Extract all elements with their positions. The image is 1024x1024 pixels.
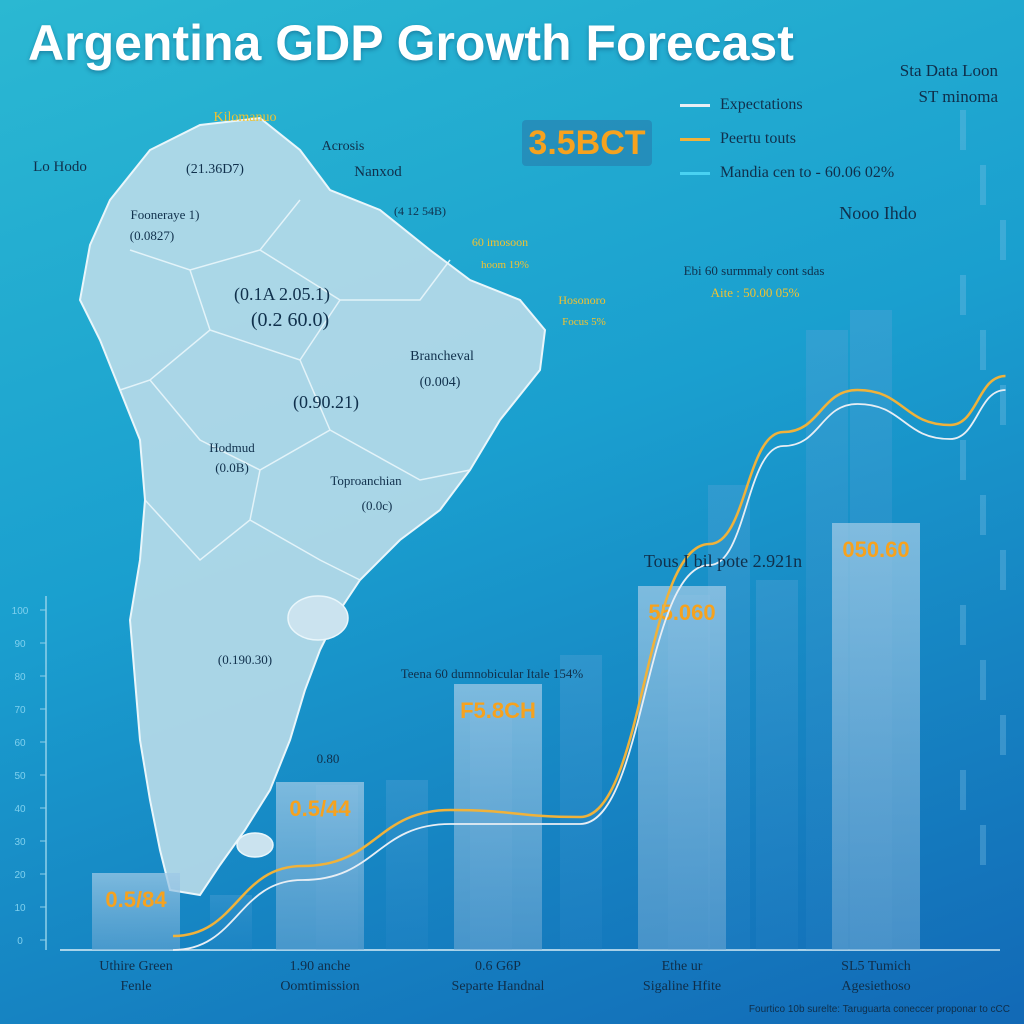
legend-item-mandia: Mandia cen to - 60.06 02% [680,156,920,190]
y-tick-label: 80 [14,672,26,683]
source-note: Sta Data Loon ST minoma [900,58,998,110]
map-label: Fooneraye 1) [131,207,200,222]
y-tick-label: 70 [14,705,26,716]
chart-annotation: Tous I bil pote 2.921n [644,551,802,571]
map-label: Hodmud [209,440,255,455]
headline-badge: 3.5BCT [522,120,652,166]
deco-mark [1000,550,1006,590]
map-label: (0.0B) [215,460,249,475]
background-column [756,580,798,950]
legend-item-peertu: Peertu touts [680,122,920,156]
deco-mark [1000,385,1006,425]
bar-3 [454,684,542,950]
map-label: (0.004) [420,375,461,390]
y-tick-label: 0 [17,936,23,947]
y-tick-label: 100 [12,606,29,617]
source-line-2: ST minoma [918,87,999,106]
map-label: hoom 19% [481,259,529,271]
background-column [560,655,602,950]
bar-value-label: 050.60 [842,537,909,562]
map-label: 60 imosoon [472,235,528,249]
deco-mark [1000,220,1006,260]
deco-mark [1000,715,1006,755]
bar-1 [92,873,180,950]
map-label: (0.2 60.0) [251,309,329,331]
legend-item-expectations: Expectations [680,88,920,122]
bar-4 [638,586,726,950]
map-label: (0.0c) [362,498,393,513]
legend-swatch [680,171,710,175]
background-column [386,780,428,950]
map-label: Acrosis [322,139,365,154]
legend-label: Expectations [720,96,803,113]
legend-label: Peertu touts [720,130,796,147]
deco-mark [980,495,986,535]
deco-mark [960,440,966,480]
deco-mark [960,770,966,810]
map-label: Hosonoro [558,293,605,307]
chart-annotation: Nooo Ihdo [839,203,917,223]
bar-value-label: 0.5/84 [105,887,167,912]
category-label: Uthire Green Fenle [99,959,172,994]
page-title: Argentina GDP Growth Forecast [28,15,794,71]
map-label: Toproanchian [330,473,402,488]
deco-mark [980,660,986,700]
legend-swatch [680,103,710,107]
map-label: (21.36D7) [186,162,244,177]
map-label: Kilomanuo [214,110,277,125]
y-tick-label: 10 [14,903,26,914]
deco-mark [960,110,966,150]
map-label: (0.190.30) [218,652,272,667]
deco-mark [960,275,966,315]
y-tick-label: 40 [14,804,26,815]
map-label: Nanxod [354,164,402,180]
map-label: (0.1A 2.05.1) [234,284,330,305]
bar-value-label: F5.8CH [460,698,536,723]
map-label: 0.80 [317,751,340,766]
map-label: (0.0827) [130,228,174,243]
source-line-1: Sta Data Loon [899,61,998,80]
chart-annotation: Aite : 50.00 05% [711,285,800,300]
chart-annotation: Teena 60 dumnobicular Itale 154% [401,666,584,681]
series-line-1 [172,374,1006,938]
category-label: SL5 Tumich Agesiethoso [841,959,911,994]
legend-swatch [680,137,710,141]
category-label: 1.90 anche Oomtimission [280,959,359,994]
background-decoration [960,110,1006,865]
category-label: Ethe ur Sigaline Hfite [643,959,721,994]
map-label: Brancheval [410,349,474,364]
map-label: Lo Hodo [33,159,87,175]
chart-annotation: Ebi 60 surmmaly cont sdas [684,263,825,278]
y-tick-label: 60 [14,738,26,749]
deco-mark [980,165,986,205]
y-tick-label: 20 [14,870,26,881]
south-america-map [78,116,547,897]
map-island [287,595,349,641]
legend-label: Mandia cen to - 60.06 02% [720,164,895,181]
map-island [236,832,274,858]
legend: Expectations Peertu touts Mandia cen to … [680,88,920,190]
series-line-2 [172,389,1006,951]
y-tick-label: 30 [14,837,26,848]
category-label: 0.6 G6P Separte Handnal [452,959,545,994]
map-label: (0.90.21) [293,392,359,413]
y-axis-ticks: 0 10 20 30 40 50 60 70 80 90 100 [12,606,46,947]
deco-mark [980,330,986,370]
y-tick-label: 90 [14,639,26,650]
y-tick-label: 50 [14,771,26,782]
bar-5 [832,523,920,950]
map-label: (4 12 54B) [394,204,446,218]
deco-mark [960,605,966,645]
footer-note: Fourtico 10b surelte: Taruguarta conecce… [749,1004,1010,1015]
map-borders [119,199,471,581]
bar-value-label: 0.5/44 [289,796,351,821]
deco-mark [980,825,986,865]
map-label: Focus 5% [562,316,606,328]
